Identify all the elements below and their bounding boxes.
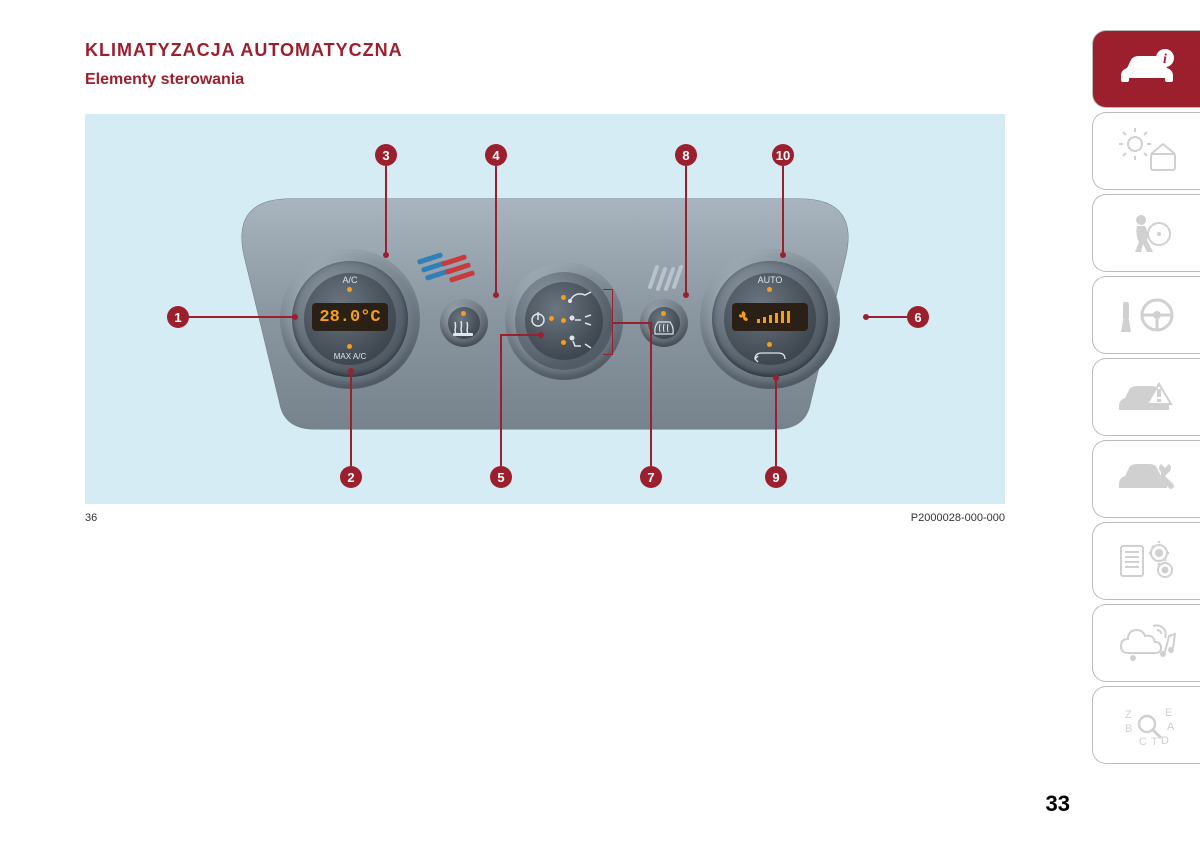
max-ac-label: MAX A/C xyxy=(280,352,420,361)
tab-steering[interactable] xyxy=(1092,276,1200,354)
service-icon xyxy=(1113,454,1181,504)
figure: A/C 28.0°C MAX A/C xyxy=(85,114,1005,504)
marker-1: 1 xyxy=(167,306,189,328)
fan-bars-icon xyxy=(735,307,805,327)
svg-text:i: i xyxy=(1163,52,1167,67)
figure-ref: P2000028-000-000 xyxy=(911,512,1005,524)
marker-4: 4 xyxy=(485,144,507,166)
marker-5: 5 xyxy=(490,466,512,488)
section-title: KLIMATYZACJA AUTOMATYCZNA xyxy=(85,40,1140,61)
recirculate-icon xyxy=(752,349,788,363)
svg-text:E: E xyxy=(1165,707,1172,719)
figure-number: 36 xyxy=(85,512,97,524)
svg-text:Z: Z xyxy=(1125,709,1132,721)
windshield-deco-icon xyxy=(645,259,695,294)
temperature-display: 28.0°C xyxy=(312,303,388,331)
front-defrost-icon xyxy=(652,319,676,337)
warning-icon xyxy=(1113,372,1181,422)
tab-warning[interactable] xyxy=(1092,358,1200,436)
airbag-icon xyxy=(1113,208,1181,258)
mode1-led-icon xyxy=(561,295,566,300)
mode2-led-icon xyxy=(561,318,566,323)
mode-feet-icon xyxy=(567,334,595,350)
svg-text:T: T xyxy=(1151,736,1158,748)
tab-media[interactable] xyxy=(1092,604,1200,682)
tab-airbag[interactable] xyxy=(1092,194,1200,272)
marker-6: 6 xyxy=(907,306,929,328)
front-defrost-led-icon xyxy=(661,311,666,316)
page-number: 33 xyxy=(1046,791,1070,817)
auto-led-icon xyxy=(767,287,772,292)
svg-text:B: B xyxy=(1125,723,1132,735)
recirc-led-icon xyxy=(767,342,772,347)
marker-2: 2 xyxy=(340,466,362,488)
figure-caption: 36 P2000028-000-000 xyxy=(85,512,1005,524)
max-ac-led-icon xyxy=(347,344,352,349)
fan-display xyxy=(732,303,808,331)
tab-car-info[interactable]: i xyxy=(1092,30,1200,108)
tab-service[interactable] xyxy=(1092,440,1200,518)
mode3-led-icon xyxy=(561,340,566,345)
mode-face-icon xyxy=(567,312,595,328)
settings-icon xyxy=(1113,536,1181,586)
mode-defrost-icon xyxy=(567,289,595,305)
auto-label: AUTO xyxy=(700,275,840,285)
svg-text:D: D xyxy=(1161,735,1169,747)
marker-9: 9 xyxy=(765,466,787,488)
sidebar-tabs: i ZB EAD CT xyxy=(1092,30,1200,764)
svg-text:A: A xyxy=(1167,721,1175,733)
marker-7: 7 xyxy=(640,466,662,488)
steering-icon xyxy=(1113,290,1181,340)
car-info-icon: i xyxy=(1113,44,1181,94)
fan-dial[interactable]: AUTO xyxy=(700,249,840,389)
rear-defrost-led-icon xyxy=(461,311,466,316)
marker-3: 3 xyxy=(375,144,397,166)
manual-page: KLIMATYZACJA AUTOMATYCZNA Elementy stero… xyxy=(0,0,1200,847)
media-icon xyxy=(1113,618,1181,668)
power-led-icon xyxy=(549,316,554,321)
marker-8: 8 xyxy=(675,144,697,166)
lights-icon xyxy=(1113,126,1181,176)
tab-index[interactable]: ZB EAD CT xyxy=(1092,686,1200,764)
rear-defrost-button[interactable] xyxy=(440,299,488,347)
svg-text:C: C xyxy=(1139,736,1147,748)
climate-panel: A/C 28.0°C MAX A/C xyxy=(245,204,845,434)
temperature-value: 28.0°C xyxy=(319,308,380,327)
tab-lights[interactable] xyxy=(1092,112,1200,190)
power-icon xyxy=(529,310,547,328)
index-icon: ZB EAD CT xyxy=(1113,700,1181,750)
section-subtitle: Elementy sterowania xyxy=(85,71,1140,89)
ac-led-icon xyxy=(347,287,352,292)
ac-label: A/C xyxy=(280,275,420,285)
marker-10: 10 xyxy=(772,144,794,166)
tab-settings[interactable] xyxy=(1092,522,1200,600)
rear-defrost-icon xyxy=(453,319,475,337)
